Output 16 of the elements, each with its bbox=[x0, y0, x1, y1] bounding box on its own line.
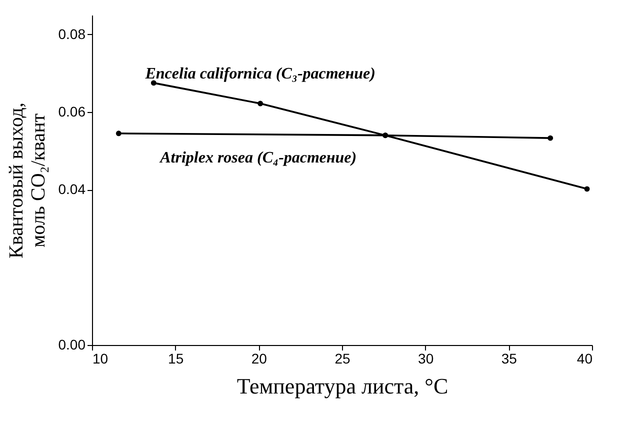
x-tick-label: 10 bbox=[92, 350, 108, 366]
x-tick-label: 15 bbox=[168, 350, 184, 366]
x-tick-label: 30 bbox=[418, 350, 434, 366]
x-tick-label: 35 bbox=[501, 350, 518, 366]
text: моль CO₂/квант bbox=[27, 113, 50, 248]
x-tick-label: 25 bbox=[334, 350, 350, 366]
x-tick-label: 20 bbox=[251, 350, 268, 366]
text: Квантовый выход, bbox=[5, 102, 28, 258]
y-tick-label: 0.06 bbox=[58, 104, 86, 120]
x-tick-label: 40 bbox=[576, 350, 593, 366]
y-tick-label: 0.08 bbox=[58, 26, 86, 42]
series-label: Atriplex rosea (C₄-растение) bbox=[159, 149, 357, 166]
x-axis-title: Температура листа, °C bbox=[236, 374, 448, 398]
y-tick-label: 0.04 bbox=[58, 181, 86, 198]
y-tick-label: 0.00 bbox=[58, 336, 86, 352]
series-label: Encelia californica (C₃-растение) bbox=[144, 66, 376, 83]
